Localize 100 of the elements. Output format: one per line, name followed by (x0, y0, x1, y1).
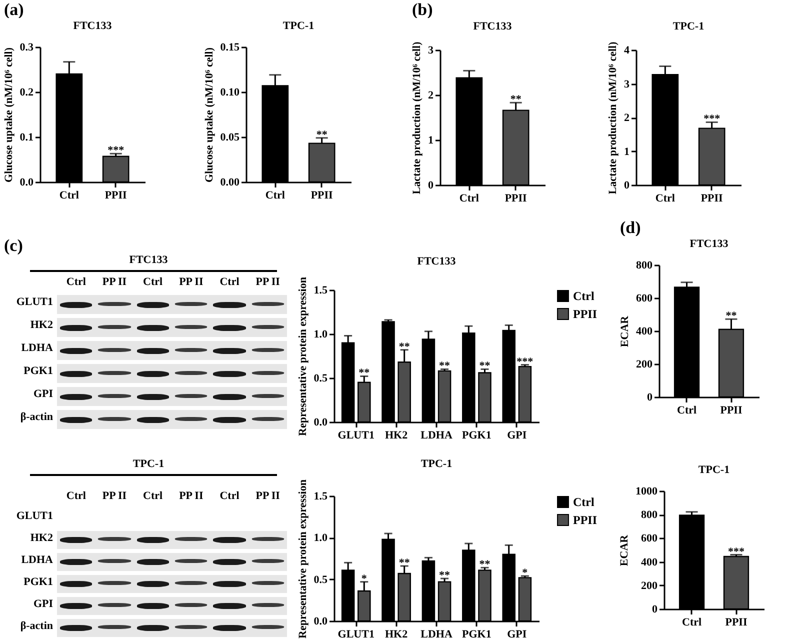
text: (c) (4, 236, 23, 256)
y-tick-label: 1.0 (314, 328, 328, 340)
category-label: GPI (33, 388, 53, 400)
annotation: * (522, 567, 528, 579)
annotation: *** (516, 356, 534, 368)
annotation: *** (108, 144, 125, 157)
x-tick-label: PPII (700, 192, 723, 204)
y-tick-label: 0.0 (314, 616, 328, 628)
chart-title: TPC-1 (698, 464, 730, 476)
y-tick-label: 0 (647, 392, 653, 404)
x-tick-label: GLUT1 (338, 430, 374, 442)
y-tick-label: 0 (652, 604, 658, 616)
category-label: PGK1 (24, 576, 53, 588)
chart-title: FTC133 (473, 20, 512, 32)
annotation: *** (704, 113, 721, 126)
y-tick-label: 800 (641, 509, 658, 522)
category-label: β-actin (20, 411, 53, 423)
y-tick-label: 2 (428, 90, 434, 102)
y-axis-title: ECAR (618, 534, 630, 566)
x-tick-label: PGK1 (462, 430, 492, 442)
legend-label: Ctrl (573, 289, 595, 303)
text: (a) (4, 0, 24, 20)
chart-title: FTC133 (417, 256, 456, 268)
y-axis-title: ECAR (619, 314, 631, 348)
y-tick-label: 0.0 (20, 176, 34, 188)
category-label: Ctrl (65, 490, 87, 502)
y-tick-label: 400 (641, 556, 658, 568)
x-tick-label: LDHA (420, 628, 452, 640)
y-tick-label: 2 (624, 112, 630, 124)
category-label: Ctrl (142, 490, 164, 502)
x-tick-label: Ctrl (459, 192, 479, 204)
x-tick-label: Ctrl (655, 192, 675, 204)
y-axis-title: Representative protein expression (296, 480, 309, 638)
y-axis-title: Lactate production (nM/10⁶ cell) (411, 41, 423, 194)
x-tick-label: GPI (507, 628, 527, 640)
y-axis-title: Lactate production (nM/10⁶ cell) (607, 41, 619, 194)
y-tick-label: 0.1 (20, 132, 34, 144)
category-label: PP II (254, 276, 281, 288)
y-tick-label: 400 (636, 326, 653, 338)
y-tick-label: 1.0 (314, 532, 328, 544)
annotation: *** (728, 546, 745, 558)
category-label: PGK1 (24, 365, 53, 377)
annotation: ** (510, 94, 522, 106)
y-axis-title: Glucose uptake (nM/10⁶ cell) (2, 47, 15, 182)
text: FTC133 (128, 254, 169, 266)
category-label: LDHA (21, 342, 53, 354)
legend-label: Ctrl (573, 495, 595, 509)
category-label: β-actin (20, 620, 53, 632)
legend-label: PPII (573, 513, 598, 527)
y-tick-label: 0.05 (220, 132, 240, 144)
y-tick-label: 0 (624, 180, 630, 192)
category-label: Ctrl (218, 490, 240, 502)
annotation: * (361, 572, 368, 585)
y-tick-label: 0.0 (314, 416, 328, 428)
y-tick-label: 1000 (636, 486, 658, 498)
y-axis-title: Glucose uptake (nM/10⁶ cell) (203, 47, 216, 182)
annotation: ** (439, 360, 451, 372)
x-tick-label: Ctrl (59, 190, 79, 202)
category-label: PP II (101, 276, 128, 288)
annotation: ** (316, 128, 328, 141)
y-tick-label: 4 (624, 44, 630, 56)
y-tick-label: 0.5 (314, 372, 328, 384)
category-label: Ctrl (142, 276, 164, 288)
annotation: ** (358, 367, 370, 380)
y-tick-label: 1 (428, 134, 434, 146)
category-label: PP II (178, 490, 204, 502)
category-label: GLUT1 (16, 296, 53, 308)
y-tick-label: 200 (641, 580, 658, 592)
category-label: HK2 (30, 532, 53, 544)
annotation: ** (479, 360, 491, 372)
text: TPC-1 (132, 458, 166, 470)
y-tick-label: 0 (428, 180, 434, 192)
y-tick-label: 0.2 (20, 86, 34, 98)
annotation: ** (439, 570, 451, 582)
y-axis-title: Representative protein expression (296, 277, 309, 436)
x-tick-label: Ctrl (265, 190, 285, 202)
y-tick-label: 0.10 (220, 86, 240, 98)
chart-title: FTC133 (73, 20, 112, 32)
chart-title: FTC133 (690, 238, 729, 250)
y-tick-label: 0.5 (314, 574, 328, 586)
x-tick-label: HK2 (384, 430, 408, 442)
chart-title: TPC-1 (282, 20, 314, 32)
x-tick-label: HK2 (384, 628, 408, 640)
category-label: GLUT1 (16, 510, 53, 522)
y-tick-label: 200 (636, 358, 653, 370)
x-tick-label: PPII (310, 190, 333, 202)
annotation: ** (398, 557, 410, 569)
y-tick-label: 0.15 (220, 42, 240, 54)
y-tick-label: 600 (641, 532, 658, 545)
x-tick-label: PGK1 (462, 628, 492, 640)
y-tick-label: 1.5 (314, 490, 328, 502)
y-tick-label: 600 (636, 292, 653, 304)
text: (b) (412, 0, 433, 20)
annotation: ** (479, 558, 491, 571)
y-tick-label: 1 (624, 146, 630, 158)
x-tick-label: PPII (504, 192, 527, 204)
category-label: Ctrl (65, 276, 87, 288)
y-tick-label: 0.3 (20, 42, 34, 54)
y-tick-label: 0.00 (220, 176, 240, 188)
x-tick-label: GPI (507, 430, 527, 442)
